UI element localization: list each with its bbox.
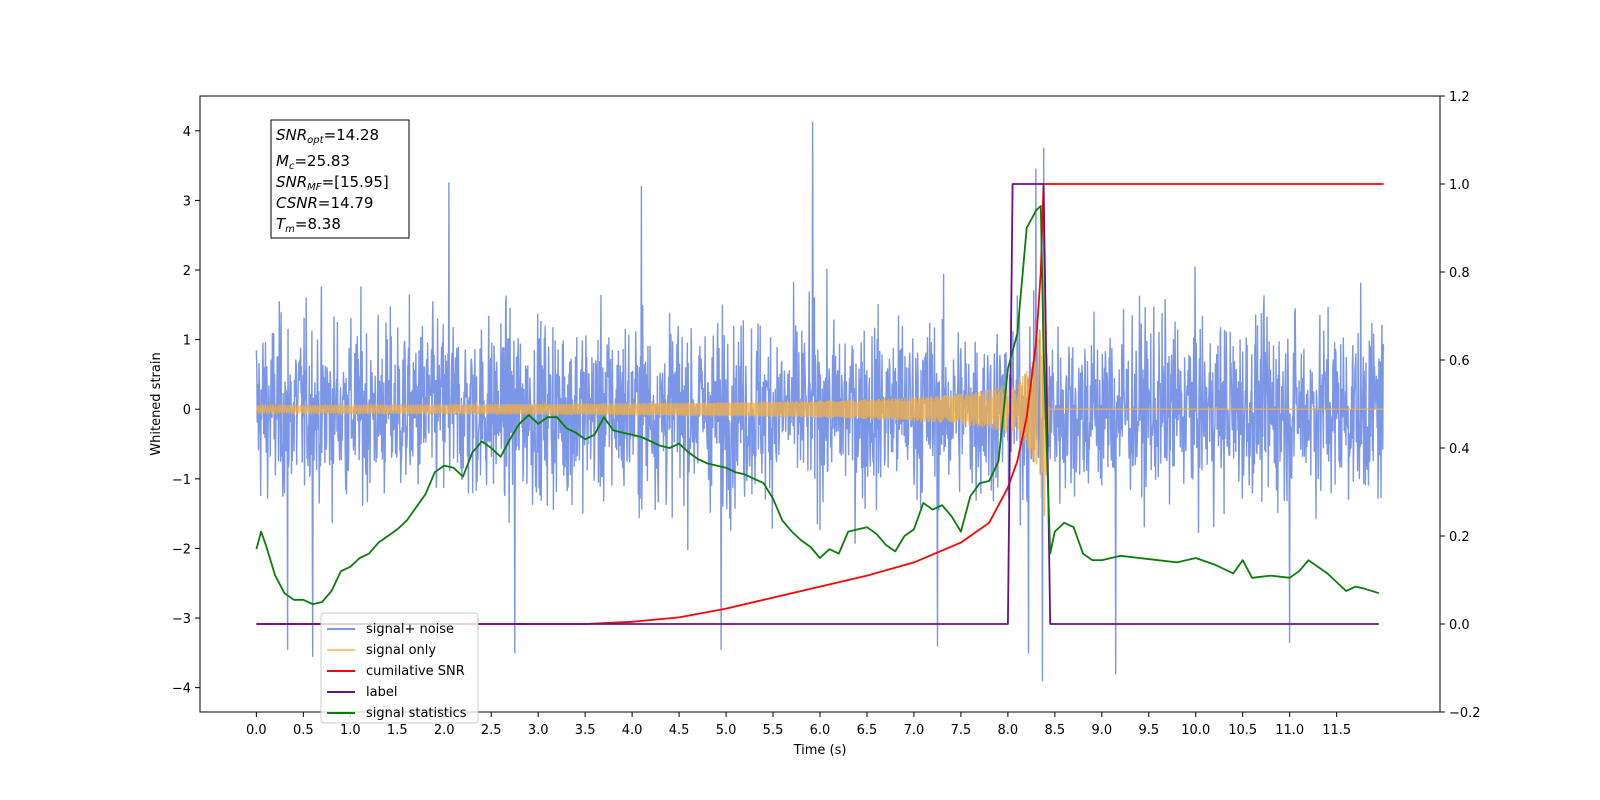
x-tick-label: 8.0	[998, 723, 1019, 738]
annotation-box: SNRopt=14.28 Mc=25.83 SNRMF=[15.95] CSNR…	[270, 119, 410, 239]
legend-items: signal+ noise signal only cumilative SNR la…	[327, 622, 467, 721]
legend-label: cumilative SNR	[366, 664, 465, 679]
x-tick-label: 2.0	[434, 723, 455, 738]
y2-tick-label: −0.2	[1449, 706, 1481, 721]
legend: signal+ noise signal only cumilative SNR la…	[320, 612, 479, 724]
x-tick-label: 9.0	[1091, 723, 1112, 738]
annotation-line-snr-mf: SNRMF=[15.95]	[276, 173, 389, 193]
y-axis-ticks: −4 −3 −2 −1 0 1 2 3 4	[172, 125, 200, 697]
x-tick-label: 4.5	[669, 723, 690, 738]
x-tick-label: 1.5	[387, 723, 408, 738]
y-tick-label: −2	[172, 542, 191, 557]
legend-frame	[320, 612, 479, 724]
x-tick-label: 10.0	[1181, 723, 1210, 738]
x-tick-label: 2.5	[481, 723, 502, 738]
x-tick-label: 9.5	[1138, 723, 1159, 738]
annotation-line-csnr: CSNR=14.79	[276, 194, 373, 212]
x-tick-label: 10.5	[1228, 723, 1257, 738]
legend-label: signal+ noise	[366, 622, 454, 637]
annotation-line-snr-opt: SNRopt=14.28	[276, 126, 379, 146]
x-tick-label: 6.0	[810, 723, 831, 738]
x-tick-label: 7.5	[951, 723, 972, 738]
y-tick-label: 2	[183, 264, 191, 279]
y2-tick-label: 0.8	[1449, 266, 1470, 281]
y-tick-label: 0	[183, 403, 191, 418]
legend-label: label	[366, 685, 397, 700]
series-line-cumilative-snr	[256, 183, 1384, 625]
y2-tick-label: 1.0	[1449, 178, 1470, 193]
x-tick-label: 5.0	[716, 723, 737, 738]
y-tick-label: 4	[183, 125, 191, 140]
x-tick-label: 11.0	[1275, 723, 1304, 738]
y2-tick-label: 1.2	[1449, 90, 1470, 105]
x-axis-label: Time (s)	[793, 743, 847, 758]
y-tick-label: −1	[172, 473, 191, 488]
x-tick-label: 5.5	[763, 723, 784, 738]
x-tick-label: 8.5	[1045, 723, 1066, 738]
x-tick-label: 6.5	[857, 723, 878, 738]
series-line-label	[256, 183, 1379, 625]
x-tick-label: 3.0	[528, 723, 549, 738]
y2-tick-label: 0.2	[1449, 530, 1470, 545]
y2-tick-label: 0.4	[1449, 442, 1470, 457]
x-tick-label: 0.0	[246, 723, 267, 738]
x-tick-label: 3.5	[575, 723, 596, 738]
series-line-signal-only	[255, 256, 1384, 517]
legend-label: signal statistics	[366, 706, 467, 721]
x-axis-ticks: 0.0 0.5 1.0 1.5 2.0 2.5 3.0 3.5 4.0 4.5 5.0 5.5 6.0 6…	[246, 712, 1351, 738]
x-tick-label: 4.0	[622, 723, 643, 738]
y2-tick-label: 0.0	[1449, 618, 1470, 633]
x-tick-label: 0.5	[293, 723, 314, 738]
series-line-signal-noise	[255, 121, 1385, 682]
x-tick-label: 11.5	[1322, 723, 1351, 738]
y-tick-label: −3	[172, 612, 191, 627]
y-axis-label: Whitened strain	[149, 352, 164, 455]
annotation-line-tm: Tm=8.38	[276, 215, 341, 235]
y-tick-label: 1	[183, 334, 191, 349]
x-tick-label: 7.0	[904, 723, 925, 738]
y2-axis-ticks: −0.2 0.0 0.2 0.4 0.6 0.8 1.0 1.2	[1440, 90, 1481, 721]
series-line-signal-statistics	[255, 205, 1380, 606]
annotation-frame	[270, 119, 410, 239]
y-tick-label: 3	[183, 194, 191, 209]
legend-label: signal only	[366, 643, 436, 658]
y2-tick-label: 0.6	[1449, 354, 1470, 369]
series-layer	[255, 121, 1385, 682]
annotation-line-mc: Mc=25.83	[276, 152, 350, 172]
x-tick-label: 1.0	[340, 723, 361, 738]
y-tick-label: −4	[172, 682, 191, 697]
